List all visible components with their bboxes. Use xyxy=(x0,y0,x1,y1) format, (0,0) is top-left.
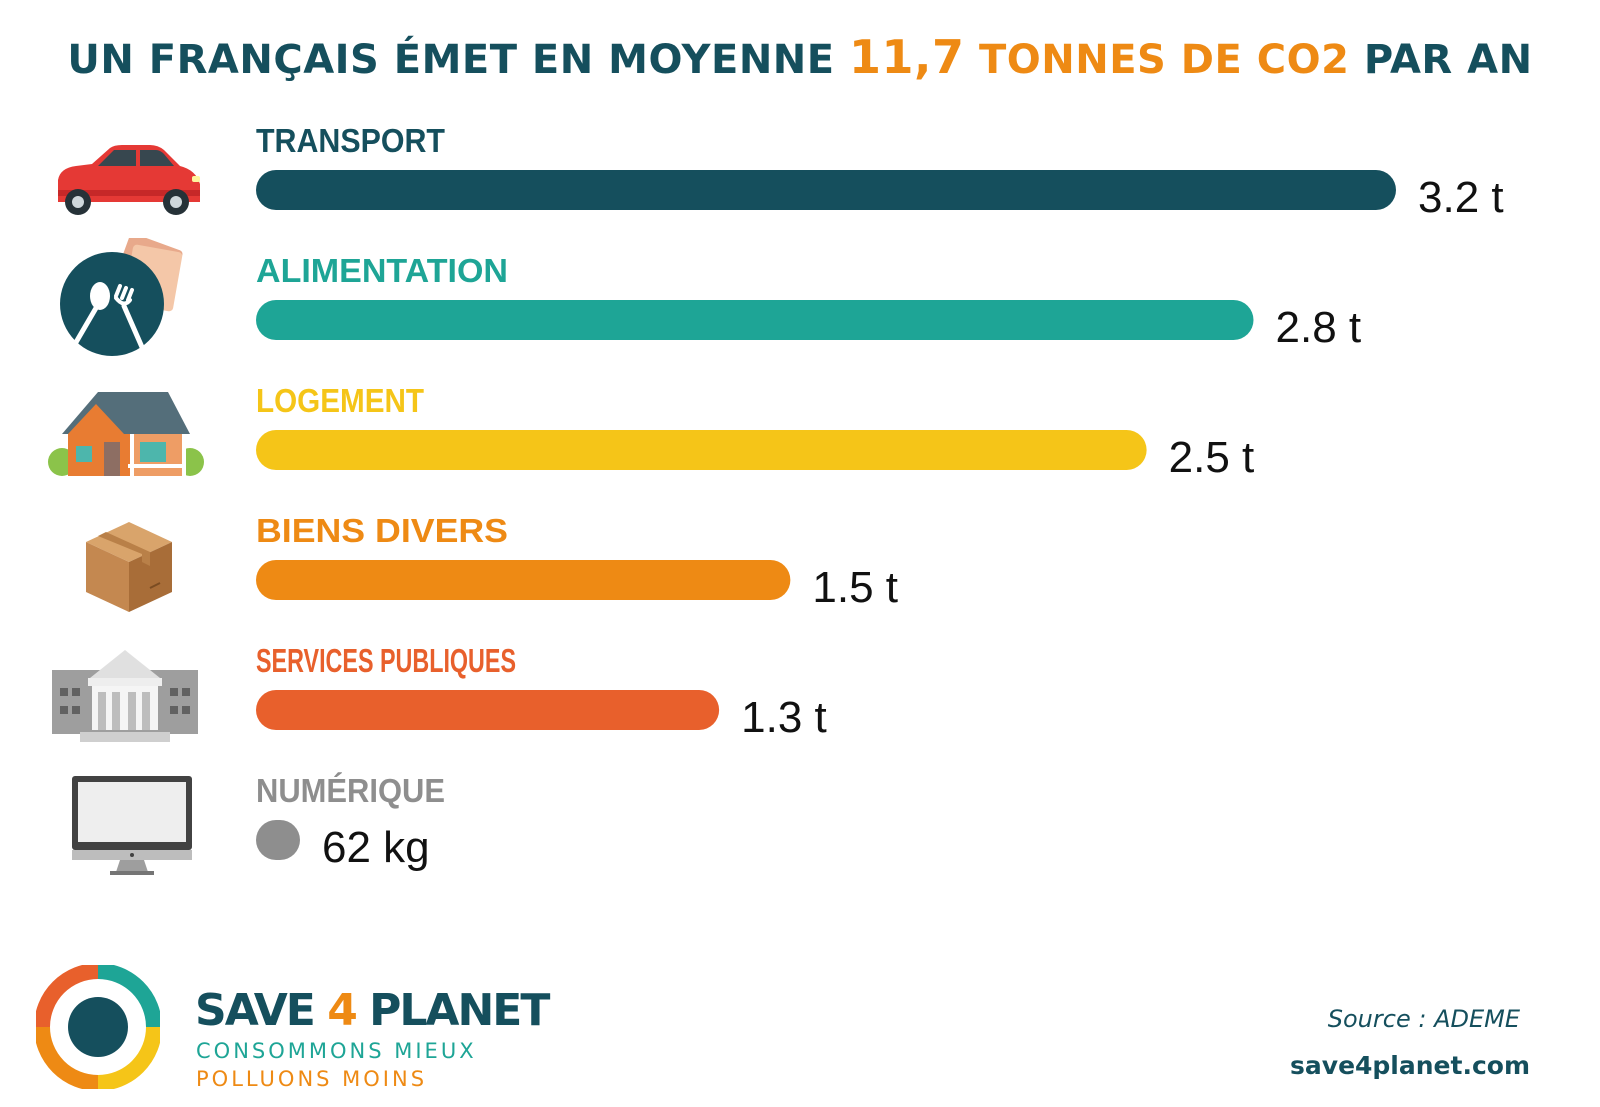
category-label: LOGEMENT xyxy=(256,382,424,419)
value-label: 3.2 t xyxy=(1418,173,1504,222)
house-icon xyxy=(48,392,204,476)
bar xyxy=(256,170,1396,210)
bar xyxy=(256,820,300,860)
plate-cutlery-icon xyxy=(60,238,183,373)
value-label: 62 kg xyxy=(322,823,430,872)
title-unit: TONNES DE CO2 xyxy=(964,37,1350,83)
brand-four: 4 xyxy=(327,985,358,1036)
category-label: TRANSPORT xyxy=(256,122,445,159)
title-prefix: UN FRANÇAIS ÉMET EN MOYENNE xyxy=(67,37,850,83)
bar xyxy=(256,430,1147,470)
brand-prefix: SAVE xyxy=(195,985,328,1036)
logo-icon xyxy=(36,965,160,1089)
source-note: Source : ADEME xyxy=(1327,1005,1520,1033)
title-suffix: PAR AN xyxy=(1349,37,1533,83)
value-label: 2.8 t xyxy=(1276,303,1362,352)
car-icon xyxy=(58,145,200,215)
value-label: 1.3 t xyxy=(741,693,827,742)
bar xyxy=(256,560,791,600)
category-label: ALIMENTATION xyxy=(256,252,508,289)
bar xyxy=(256,300,1254,340)
tagline-2: POLLUONS MOINS xyxy=(196,1067,428,1091)
brand-name: SAVE 4 PLANET xyxy=(195,985,550,1036)
title-number: 11,7 xyxy=(849,30,965,84)
box-icon xyxy=(86,522,172,612)
tagline-1: CONSOMMONS MIEUX xyxy=(196,1039,477,1063)
category-label: SERVICES PUBLIQUES xyxy=(256,642,516,679)
chart-title: UN FRANÇAIS ÉMET EN MOYENNE 11,7 TONNES … xyxy=(0,30,1600,84)
category-label: BIENS DIVERS xyxy=(256,512,508,549)
bank-building-icon xyxy=(52,650,198,742)
value-label: 1.5 t xyxy=(812,563,898,612)
monitor-icon xyxy=(72,776,192,875)
value-label: 2.5 t xyxy=(1169,433,1255,482)
website-link[interactable]: save4planet.com xyxy=(1290,1051,1530,1080)
brand-suffix: PLANET xyxy=(355,985,550,1036)
category-label: NUMÉRIQUE xyxy=(256,772,445,809)
bar xyxy=(256,690,720,730)
